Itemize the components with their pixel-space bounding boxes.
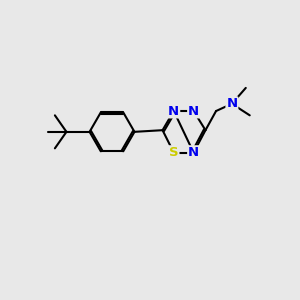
Text: S: S <box>169 146 178 159</box>
Text: N: N <box>168 104 179 118</box>
Text: N: N <box>226 97 238 110</box>
Text: N: N <box>188 104 199 118</box>
Text: N: N <box>188 146 199 159</box>
